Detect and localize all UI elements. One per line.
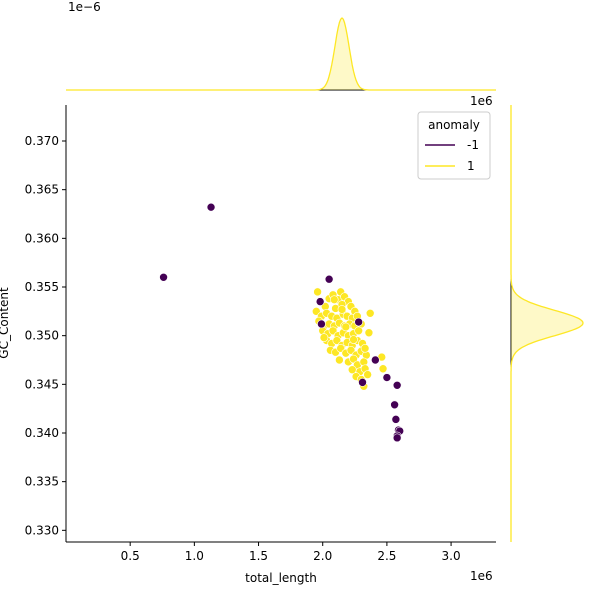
normal-point (319, 333, 329, 342)
top-kde-line (66, 17, 496, 91)
x-tick-label: 2.0 (313, 549, 332, 563)
anomaly-point (371, 355, 380, 365)
anomaly-point (382, 373, 392, 382)
anomaly-point (315, 297, 325, 306)
anomaly-point (358, 378, 367, 387)
normal-point (313, 287, 322, 297)
x-tick-label: 0.5 (121, 549, 140, 563)
top-marginal-kde (66, 17, 496, 91)
scatter-points (159, 202, 405, 443)
x-offset-label-secondary: 1e6 (470, 94, 493, 108)
right-kde-fill (511, 105, 583, 542)
x-axis-ticks: 0.5 1.0 1.5 2.0 2.5 3.0 (121, 542, 461, 563)
y-tick-label: 0.340 (25, 426, 59, 440)
legend: anomaly -1 1 (417, 111, 491, 180)
normal-point (360, 344, 370, 353)
normal-point (364, 328, 374, 338)
right-kde-line (510, 105, 584, 542)
y-tick-label: 0.335 (25, 475, 59, 489)
x-tick-label: 1.5 (249, 549, 268, 563)
y-tick-label: 0.360 (25, 231, 59, 245)
y-axis-label: GC_Content (0, 287, 11, 359)
legend-label-neg1: -1 (467, 138, 479, 152)
y-offset-label-top: 1e−6 (68, 0, 101, 14)
anomaly-point (159, 272, 168, 282)
anomaly-point (391, 415, 401, 424)
normal-point (378, 364, 388, 374)
anomaly-point (206, 202, 216, 212)
normal-point (337, 305, 347, 314)
y-tick-label: 0.350 (25, 329, 59, 343)
top-kde-fill (66, 18, 496, 90)
legend-label-1: 1 (467, 159, 475, 173)
anomaly-point (317, 319, 326, 329)
legend-title: anomaly (428, 118, 480, 132)
x-tick-label: 3.0 (442, 549, 461, 563)
anomaly-point (324, 274, 334, 284)
anomaly-point (390, 400, 399, 410)
main-axes (65, 105, 496, 543)
y-tick-label: 0.365 (25, 183, 59, 197)
x-tick-label: 1.0 (185, 549, 204, 563)
normal-point (349, 335, 358, 344)
y-axis-ticks: 0.330 0.335 0.340 0.345 0.350 0.355 0.360 0.365… (25, 134, 66, 537)
x-tick-label: 2.5 (377, 549, 396, 563)
right-marginal-kde (510, 105, 584, 542)
normal-point (363, 370, 372, 379)
x-axis-label: total_length (245, 571, 317, 585)
normal-point (335, 355, 344, 365)
normal-point (354, 326, 363, 336)
y-tick-label: 0.330 (25, 523, 59, 537)
normal-point (341, 322, 351, 332)
y-tick-label: 0.370 (25, 134, 59, 148)
y-tick-label: 0.355 (25, 280, 59, 294)
anomaly-point (392, 433, 402, 443)
x-offset-label: 1e6 (470, 569, 493, 583)
y-tick-label: 0.345 (25, 377, 59, 391)
anomaly-point (354, 317, 363, 327)
normal-point (365, 308, 375, 318)
anomaly-point (392, 381, 402, 390)
normal-point (329, 295, 339, 304)
